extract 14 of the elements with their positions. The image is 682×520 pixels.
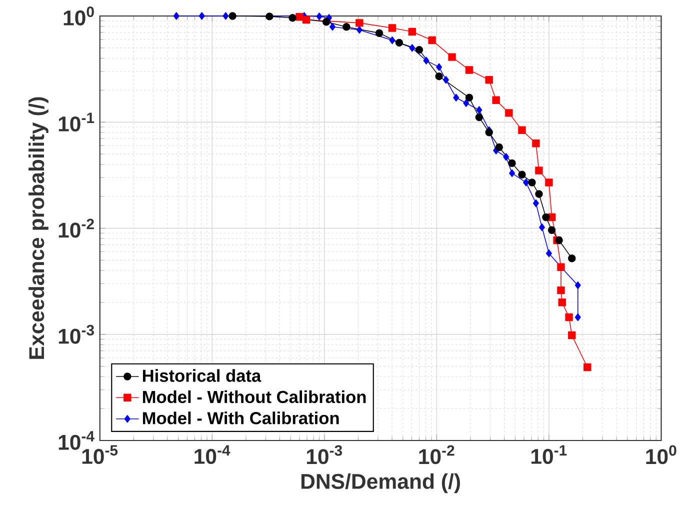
- legend-label: Historical data: [142, 368, 262, 382]
- x-tick-label: 10$^{-3}$: [306, 445, 342, 464]
- x-axis-title: DNS/Demand (/): [301, 473, 460, 493]
- y-tick-label: 10$^{-2}$: [58, 218, 94, 238]
- legend-label: Model - With Calibration: [142, 411, 339, 424]
- legend-label: Model - Without Calibration: [142, 390, 366, 403]
- y-tick-label: 10$^{0}$: [64, 6, 94, 26]
- x-tick-label: 10$^{-4}$: [194, 445, 230, 464]
- y-axis-title: Exceedance probability (/): [28, 97, 48, 359]
- x-tick-label: 10$^{-1}$: [531, 445, 567, 464]
- y-tick-label: 10$^{-1}$: [58, 112, 94, 132]
- x-tick-label: 10$^{0}$: [646, 445, 676, 464]
- y-tick-label: 10$^{-3}$: [58, 324, 94, 344]
- x-tick-label: 10$^{-2}$: [419, 445, 454, 464]
